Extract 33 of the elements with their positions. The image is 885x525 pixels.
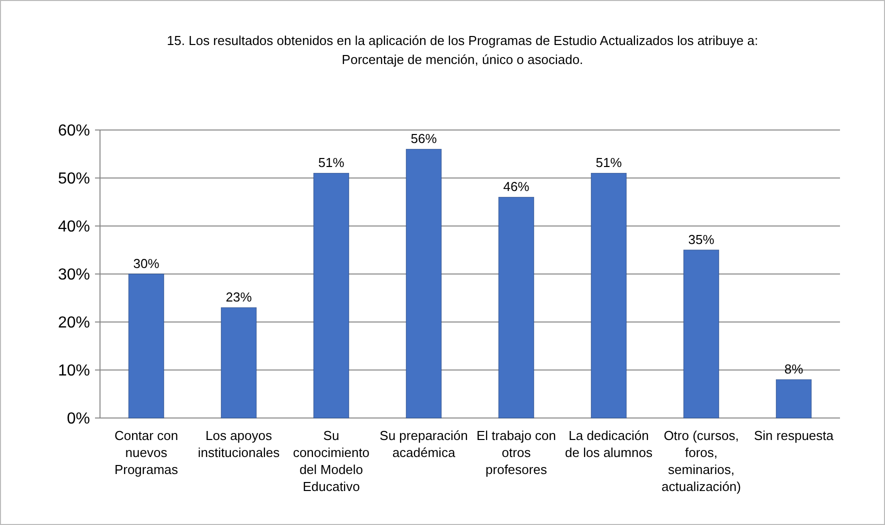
bar [776,379,812,418]
data-label: 23% [226,290,252,305]
bar [313,172,350,418]
chart-subtitle: Porcentaje de mención, único o asociado. [342,52,584,67]
y-tick-label: 60% [58,122,90,140]
x-tick-label: La dedicación de los alumnos [565,428,653,460]
x-tick-label: Los apoyos institucionales [198,428,280,460]
data-label: 51% [596,155,622,170]
x-tick-label: Su preparación académica [380,428,468,460]
x-tick-label: Su conocimiento del Modelo Educativo [292,428,370,494]
data-label: 8% [784,362,804,377]
bar [590,172,627,418]
y-tick-label: 50% [58,170,90,188]
bar [498,196,534,418]
data-label: 46% [503,179,530,194]
x-tick-label: Sin respuesta [754,428,834,443]
data-label: 51% [318,155,345,170]
data-label: 56% [410,131,438,146]
y-tick-label: 10% [58,362,90,380]
bar [406,148,442,418]
data-label: 35% [688,232,715,247]
chart-title: 15. Los resultados obtenidos en la aplicación de los Programas de Estudio Actualizados los atribuye a: [166,33,758,48]
x-tick-label: El trabajo con otros profesores [476,428,556,477]
y-tick-label: 40% [58,218,90,236]
y-tick-label: 30% [58,266,90,284]
bar [220,307,257,418]
x-tick-label: Contar con nuevos Programas [114,428,179,477]
y-tick-label: 0% [66,410,90,428]
bar [128,274,164,418]
bar [683,250,720,418]
y-tick-label: 20% [58,314,90,332]
data-label: 30% [133,256,160,271]
x-tick-label: Otro (cursos, foros, seminarios, actualización) [662,428,741,494]
